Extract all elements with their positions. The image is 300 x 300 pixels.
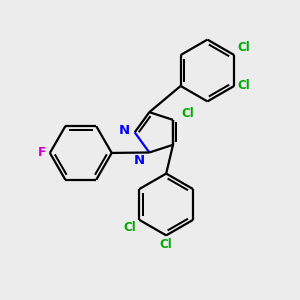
Text: Cl: Cl — [160, 238, 172, 251]
Text: Cl: Cl — [237, 40, 250, 54]
Text: Cl: Cl — [123, 221, 136, 234]
Text: Cl: Cl — [238, 80, 250, 92]
Text: F: F — [38, 146, 46, 159]
Text: N: N — [134, 154, 145, 167]
Text: Cl: Cl — [182, 107, 194, 120]
Text: N: N — [118, 124, 129, 137]
